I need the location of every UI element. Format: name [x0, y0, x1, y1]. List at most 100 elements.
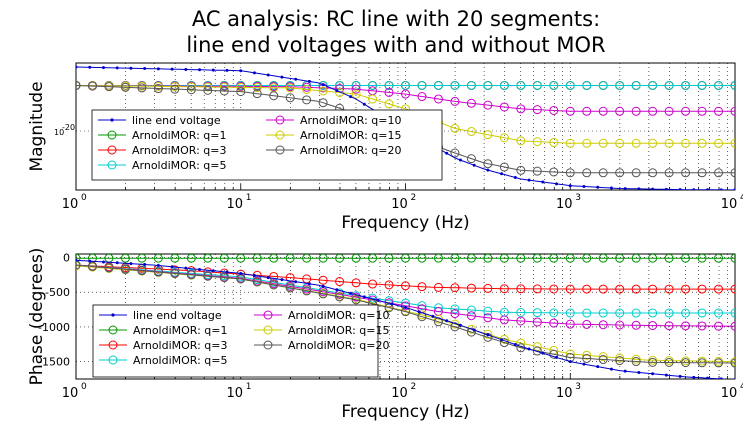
data-point [225, 270, 229, 274]
data-point [384, 254, 394, 263]
data-point [252, 83, 262, 93]
data-point [582, 362, 586, 366]
data-point [466, 305, 476, 315]
data-point [500, 338, 504, 342]
data-point [219, 273, 229, 283]
data-point [252, 277, 262, 287]
data-point [527, 347, 531, 351]
data-point [351, 278, 361, 288]
data-point [697, 168, 707, 178]
legend-marker [111, 313, 115, 317]
data-point [664, 80, 674, 90]
data-point [404, 305, 407, 309]
data-point [483, 130, 493, 140]
data-point [433, 80, 443, 90]
data-point [466, 98, 476, 108]
data-point [598, 284, 608, 294]
data-point [615, 138, 625, 148]
data-point [697, 308, 707, 318]
data-point [549, 137, 559, 147]
data-point [664, 308, 674, 318]
data-point [170, 265, 174, 269]
x-tick-exponent: 2 [411, 382, 417, 392]
data-point [318, 86, 328, 96]
data-point [239, 271, 243, 275]
data-point [615, 106, 625, 116]
data-point [285, 254, 295, 263]
data-point [730, 284, 735, 294]
data-point [294, 280, 298, 284]
data-point [681, 254, 691, 263]
data-point [697, 358, 707, 368]
data-point [104, 263, 114, 273]
legend-marker [108, 355, 118, 365]
data-point [153, 267, 163, 277]
data-point [335, 80, 345, 90]
data-point [730, 321, 735, 331]
data-point [101, 66, 105, 70]
data-point [549, 349, 559, 359]
data-point [714, 168, 724, 178]
series-line [76, 85, 735, 144]
data-point [549, 254, 559, 263]
y-tick-label: -1000 [38, 321, 70, 334]
y-axis-label: Phase (degrees) [27, 248, 47, 386]
data-point [648, 321, 658, 331]
data-point [483, 80, 493, 90]
data-point [631, 138, 641, 148]
legend-marker [275, 115, 285, 125]
data-point [115, 66, 119, 70]
data-point [450, 309, 460, 319]
x-tick-exponent: 3 [575, 382, 581, 392]
data-point [137, 266, 147, 276]
legend-marker [263, 340, 273, 350]
x-tick-label: 10 [226, 197, 243, 212]
data-point [664, 168, 674, 178]
data-point [615, 80, 625, 90]
data-point [466, 80, 476, 90]
data-point [681, 80, 691, 90]
series-line [76, 264, 735, 364]
legend-marker [275, 145, 285, 155]
data-point [466, 324, 476, 334]
data-point [351, 254, 361, 263]
data-point [368, 94, 378, 104]
data-point [466, 311, 476, 321]
data-point [450, 123, 460, 133]
data-point [318, 289, 328, 299]
data-point [532, 105, 542, 115]
data-point [445, 151, 449, 155]
data-point [302, 254, 312, 263]
data-point [156, 67, 160, 71]
legend-label: ArnoldiMOR: q=20 [288, 339, 390, 352]
data-point [596, 365, 600, 369]
data-point [664, 106, 674, 116]
data-point [335, 288, 339, 292]
data-point [431, 314, 435, 318]
data-point [648, 284, 658, 294]
data-point [532, 346, 542, 356]
legend-label: ArnoldiMOR: q=15 [300, 129, 402, 142]
data-point [302, 82, 312, 92]
legend-label: ArnoldiMOR: q=1 [132, 129, 227, 142]
data-point [335, 292, 345, 302]
y-tick-label: 0 [63, 251, 70, 264]
data-point [681, 284, 691, 294]
data-point [516, 165, 526, 175]
data-point [714, 106, 724, 116]
data-point [302, 84, 312, 94]
data-point [582, 254, 592, 263]
legend-label: ArnoldiMOR: q=5 [132, 159, 227, 172]
data-point [483, 306, 493, 316]
data-point [697, 321, 707, 331]
legend-marker [263, 310, 273, 320]
data-point [631, 308, 641, 318]
legend-label: ArnoldiMOR: q=10 [300, 114, 402, 127]
data-point [697, 106, 707, 116]
data-point [532, 317, 542, 327]
data-point [203, 254, 213, 263]
data-point [239, 69, 243, 73]
data-point [115, 261, 119, 265]
x-tick-label: 10 [721, 386, 738, 401]
